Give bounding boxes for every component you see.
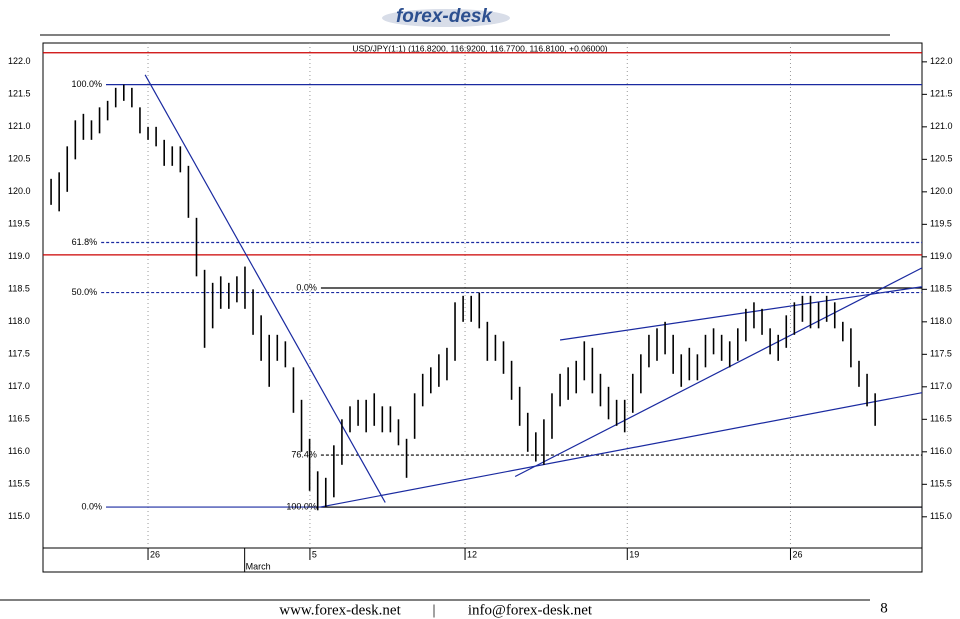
level-label: 61.8% [72, 237, 98, 247]
y-tick-label-right: 115.5 [930, 479, 952, 489]
y-tick-label: 116.5 [8, 414, 30, 424]
y-tick-label: 119.5 [8, 219, 30, 229]
trend-line [559, 286, 923, 341]
y-tick-label: 115.0 [8, 511, 30, 521]
y-tick-label-right: 115.0 [930, 511, 952, 521]
level-label: 50.0% [72, 287, 98, 297]
level-label: 76.4% [291, 449, 317, 459]
y-tick-label-right: 121.5 [930, 89, 953, 99]
y-tick-label: 116.0 [8, 446, 30, 456]
trend-line [320, 392, 923, 508]
chart-title: USD/JPY(1:1) (116.8200, 116.9200, 116.77… [352, 43, 607, 53]
y-tick-label-right: 118.5 [930, 284, 952, 294]
trend-line [144, 74, 386, 503]
y-tick-label: 119.0 [8, 251, 30, 261]
footer-email: info@forex-desk.net [468, 602, 593, 618]
x-tick-label: 26 [792, 549, 802, 559]
level-label: 0.0% [82, 501, 103, 511]
y-tick-label-right: 120.0 [930, 186, 953, 196]
y-tick-label-right: 119.0 [930, 251, 952, 261]
y-tick-label: 117.5 [8, 349, 30, 359]
level-label: 100.0% [71, 79, 102, 89]
page-number: 8 [880, 600, 888, 616]
y-tick-label: 121.0 [8, 121, 31, 131]
x-tick-label: 19 [629, 549, 639, 559]
y-tick-label: 121.5 [8, 89, 31, 99]
y-tick-label: 118.0 [8, 316, 30, 326]
y-tick-label: 115.5 [8, 479, 30, 489]
x-tick-label: 12 [467, 549, 477, 559]
y-tick-label: 122.0 [8, 56, 31, 66]
x-tick-label: 5 [312, 549, 317, 559]
x-axis-band [42, 547, 923, 573]
y-tick-label: 120.5 [8, 154, 31, 164]
y-tick-label-right: 116.5 [930, 414, 952, 424]
y-tick-label: 120.0 [8, 186, 31, 196]
y-tick-label-right: 117.0 [930, 381, 952, 391]
y-tick-label-right: 121.0 [930, 121, 953, 131]
footer-website: www.forex-desk.net [279, 602, 401, 618]
footer-separator: | [432, 602, 435, 618]
logo-swoosh [382, 9, 510, 27]
y-tick-label: 118.5 [8, 284, 30, 294]
level-label: 100.0% [286, 501, 317, 511]
y-tick-label: 117.0 [8, 381, 30, 391]
y-tick-label-right: 116.0 [930, 446, 952, 456]
y-tick-label-right: 120.5 [930, 154, 953, 164]
y-tick-label-right: 119.5 [930, 219, 952, 229]
level-label: 0.0% [296, 282, 317, 292]
month-label: March [246, 561, 271, 571]
logo: forex-desk [396, 6, 494, 27]
y-tick-label-right: 117.5 [930, 349, 952, 359]
y-tick-label-right: 118.0 [930, 316, 952, 326]
y-tick-label-right: 122.0 [930, 56, 953, 66]
x-tick-label: 26 [150, 549, 160, 559]
trend-line [514, 267, 923, 478]
